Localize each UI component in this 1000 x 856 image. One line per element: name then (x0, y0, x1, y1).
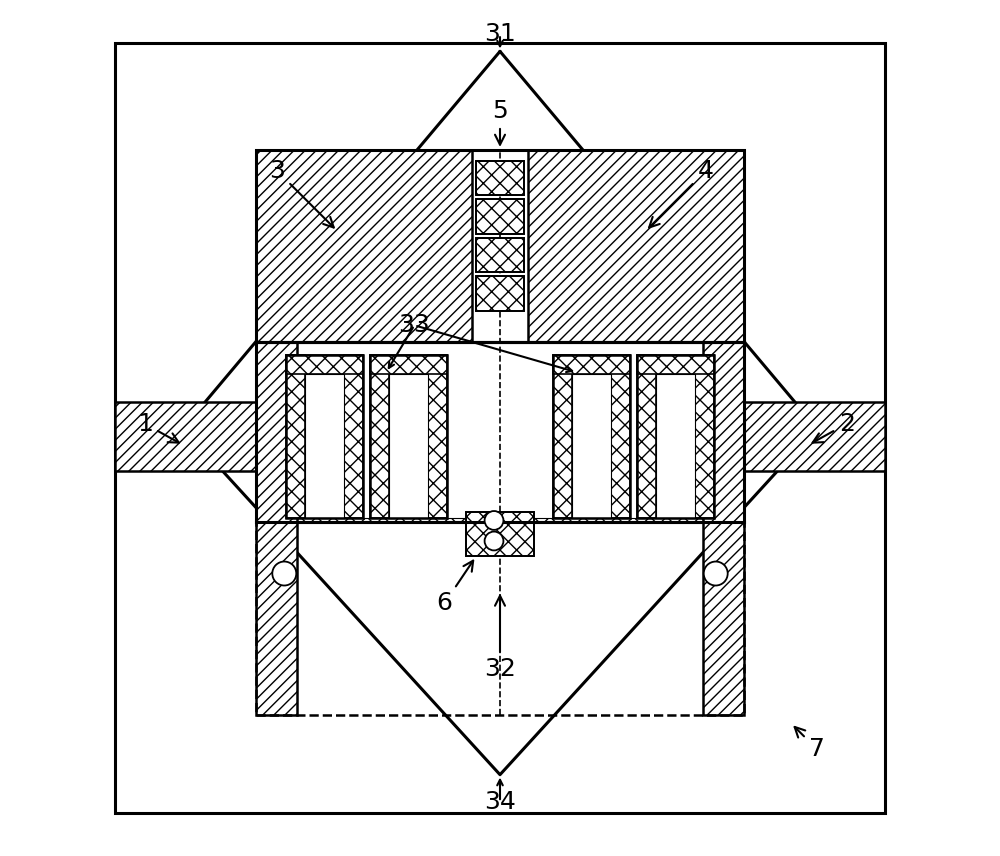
Text: 5: 5 (492, 99, 508, 145)
Bar (256, 342, 297, 522)
Bar (389, 374, 428, 518)
Text: 31: 31 (484, 22, 516, 46)
Text: 7: 7 (795, 727, 825, 761)
Text: 4: 4 (649, 159, 713, 228)
Bar (305, 374, 344, 518)
Text: 34: 34 (484, 790, 516, 814)
Bar (553, 355, 572, 518)
Bar (553, 355, 630, 374)
Bar (476, 161, 524, 195)
Bar (344, 355, 363, 518)
Bar (611, 355, 630, 518)
Bar (572, 374, 611, 518)
Bar (256, 150, 744, 715)
Bar (256, 522, 297, 715)
Bar (553, 355, 630, 518)
Bar (476, 161, 524, 195)
Text: 6: 6 (436, 561, 473, 615)
Bar (476, 238, 524, 272)
Circle shape (485, 532, 503, 550)
Bar (656, 374, 695, 518)
Bar (286, 355, 305, 518)
Circle shape (704, 562, 728, 586)
Bar (476, 276, 524, 311)
Bar (256, 150, 472, 342)
Text: 1: 1 (137, 412, 179, 443)
Bar (286, 355, 363, 518)
Bar (370, 355, 447, 518)
Bar (466, 512, 534, 556)
Bar (476, 238, 524, 272)
Bar (744, 402, 885, 471)
Bar (370, 355, 447, 374)
Bar (256, 150, 744, 342)
Bar (703, 522, 744, 715)
Text: 33: 33 (399, 313, 430, 337)
Circle shape (272, 562, 296, 586)
Bar (637, 355, 714, 518)
Text: 32: 32 (484, 596, 516, 681)
Bar (476, 199, 524, 234)
Bar (703, 342, 744, 522)
Bar (256, 150, 744, 342)
Bar (428, 355, 447, 518)
Text: 3: 3 (270, 159, 334, 228)
Bar (528, 150, 744, 342)
Bar (115, 402, 256, 471)
Bar (637, 355, 714, 374)
Bar (297, 518, 703, 522)
Bar (466, 512, 534, 556)
Bar (286, 355, 363, 374)
Bar (476, 199, 524, 234)
Text: 2: 2 (813, 412, 855, 443)
Bar (695, 355, 714, 518)
Bar (637, 355, 656, 518)
Bar (370, 355, 389, 518)
Circle shape (485, 511, 503, 530)
Bar (476, 276, 524, 311)
